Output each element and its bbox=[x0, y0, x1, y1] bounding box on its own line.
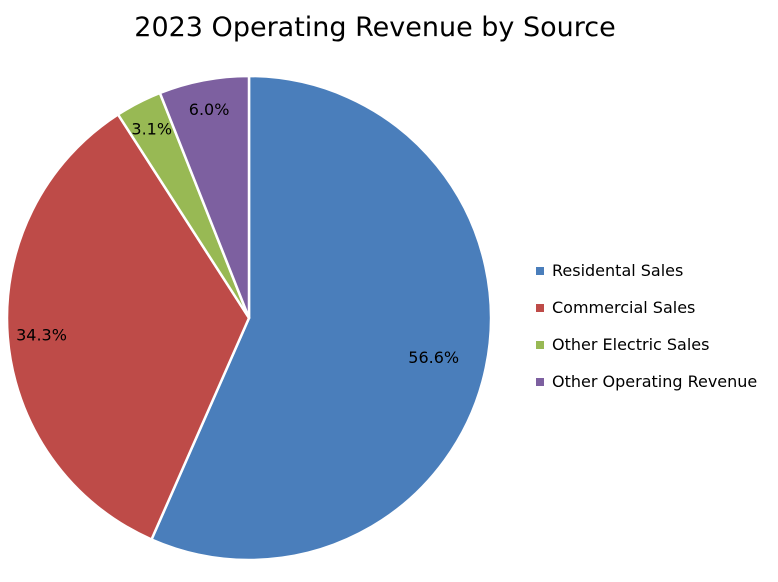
legend-item: Residental Sales bbox=[536, 252, 757, 289]
legend: Residental Sales Commercial Sales Other El… bbox=[536, 252, 757, 400]
pie-slice-other-operating-revenue bbox=[158, 74, 251, 320]
legend-swatch bbox=[536, 377, 544, 386]
legend-label: Other Electric Sales bbox=[552, 335, 710, 354]
legend-label: Residental Sales bbox=[552, 261, 684, 280]
data-label-other-operating-revenue: 6.0% bbox=[189, 100, 230, 119]
data-label-residental-sales: 56.6% bbox=[408, 348, 459, 367]
data-label-other-electric-sales: 3.1% bbox=[131, 120, 172, 139]
legend-item: Commercial Sales bbox=[536, 289, 757, 326]
legend-label: Commercial Sales bbox=[552, 298, 696, 317]
chart-title: 2023 Operating Revenue by Source bbox=[134, 12, 616, 43]
legend-swatch bbox=[536, 303, 544, 312]
legend-swatch bbox=[536, 266, 544, 275]
data-label-commercial-sales: 34.3% bbox=[16, 325, 67, 344]
pie-data-labels: 56.6% 34.3% 3.1% 6.0% bbox=[16, 100, 459, 367]
legend-label: Other Operating Revenue bbox=[552, 372, 758, 391]
pie-slices bbox=[5, 74, 493, 562]
legend-item: Other Electric Sales bbox=[536, 326, 757, 363]
pie-slice-commercial-sales bbox=[5, 113, 251, 541]
legend-item: Other Operating Revenue bbox=[536, 363, 757, 400]
pie-slice-residental-sales bbox=[150, 74, 493, 562]
legend-swatch bbox=[536, 340, 544, 349]
